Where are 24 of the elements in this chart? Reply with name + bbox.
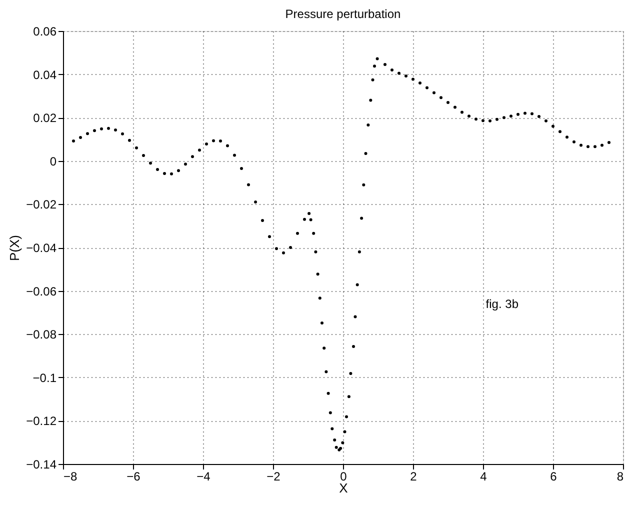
y-tick-label: −0.02 (26, 198, 57, 212)
y-tick-label: 0.06 (33, 24, 57, 38)
x-tick-label: −8 (64, 470, 78, 484)
y-tick-label: −0.12 (26, 414, 57, 428)
y-tick-label: 0.02 (33, 111, 57, 126)
x-tick-label: 4 (480, 470, 488, 484)
x-tick-label: −4 (196, 470, 211, 484)
x-tick-label: 2 (410, 470, 418, 484)
x-tick-label: −2 (266, 470, 281, 484)
y-tick-label: −0.04 (26, 241, 57, 255)
y-tick-label: −0.1 (32, 370, 57, 385)
chart-title: Pressure perturbation (285, 7, 401, 21)
x-tick-label: 6 (550, 470, 558, 484)
y-tick-label: −0.06 (26, 284, 57, 298)
x-tick-label: 0 (340, 470, 348, 484)
y-tick-label: −0.08 (26, 328, 57, 342)
y-axis-title: P(X) (7, 235, 22, 261)
y-tick-label: −0.14 (26, 458, 57, 472)
x-tick-label: −6 (126, 470, 141, 484)
x-axis-title: X (339, 480, 348, 496)
y-tick-label: 0 (50, 154, 57, 168)
y-tick-label: 0.04 (33, 68, 57, 82)
annotation: fig. 3b (486, 296, 519, 311)
x-tick-label: 8 (616, 470, 624, 484)
